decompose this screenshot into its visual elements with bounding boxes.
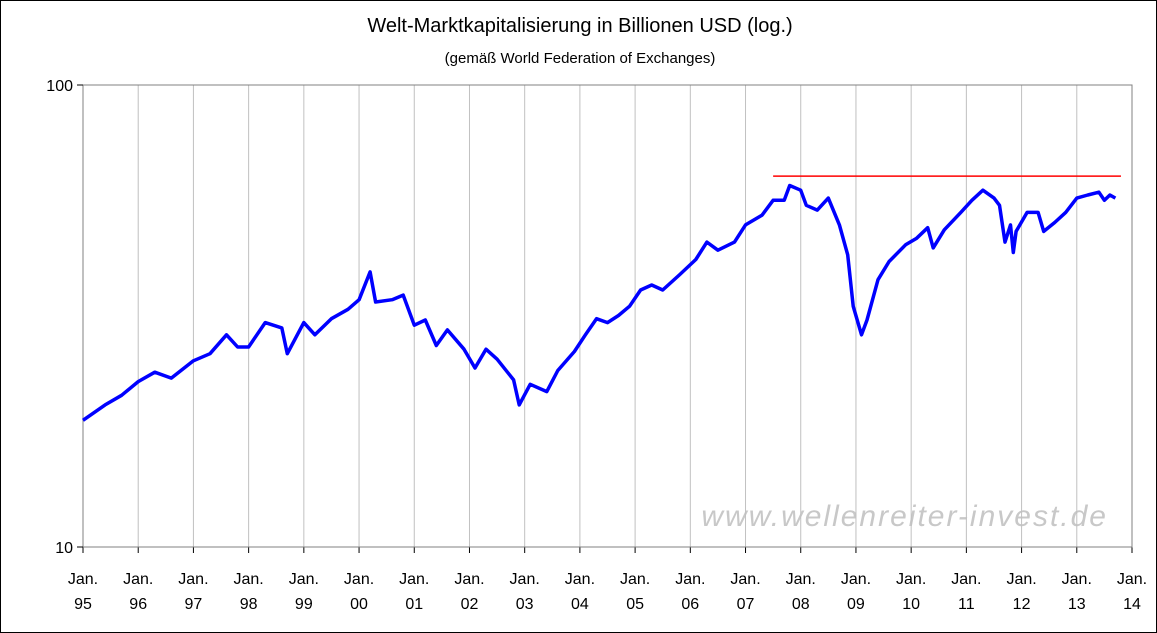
x-tick-label: Jan. 13 (1061, 571, 1092, 613)
x-tick-label: Jan. 12 (1006, 571, 1037, 613)
x-tick-label: Jan. 97 (178, 571, 209, 613)
x-tick-label: Jan. 06 (675, 571, 706, 613)
chart-title: Welt-Marktkapitalisierung in Billionen U… (367, 15, 792, 37)
x-tick-label: Jan. 95 (67, 571, 99, 613)
chart-subtitle: (gemäß World Federation of Exchanges) (445, 50, 716, 67)
x-tick-label: Jan. 00 (343, 571, 375, 613)
x-tick-label: Jan. 03 (509, 571, 540, 613)
x-tick-label: Jan. 99 (288, 571, 319, 613)
x-tick-label: Jan. 98 (233, 571, 264, 613)
x-tick-label: Jan. 96 (123, 571, 154, 613)
x-tick-label: Jan. 01 (399, 571, 430, 613)
x-tick-label: Jan. 07 (730, 571, 761, 613)
x-tick-label: Jan. 08 (785, 571, 816, 613)
x-tick-label: Jan. 02 (454, 571, 485, 613)
x-tick-label: Jan. 04 (564, 571, 596, 613)
y-tick-label: 100 (46, 78, 73, 95)
x-tick-label: Jan. 11 (951, 571, 982, 613)
x-tick-label: Jan. 14 (1116, 571, 1148, 613)
x-tick-label: Jan. 05 (619, 571, 651, 613)
x-tick-label: Jan. 10 (896, 571, 927, 613)
data-line (81, 183, 1117, 422)
y-tick-label: 10 (55, 540, 73, 557)
watermark: www.wellenreiter-invest.de (701, 500, 1108, 533)
x-tick-label: Jan. 09 (840, 571, 872, 613)
plot-area (82, 84, 1133, 548)
